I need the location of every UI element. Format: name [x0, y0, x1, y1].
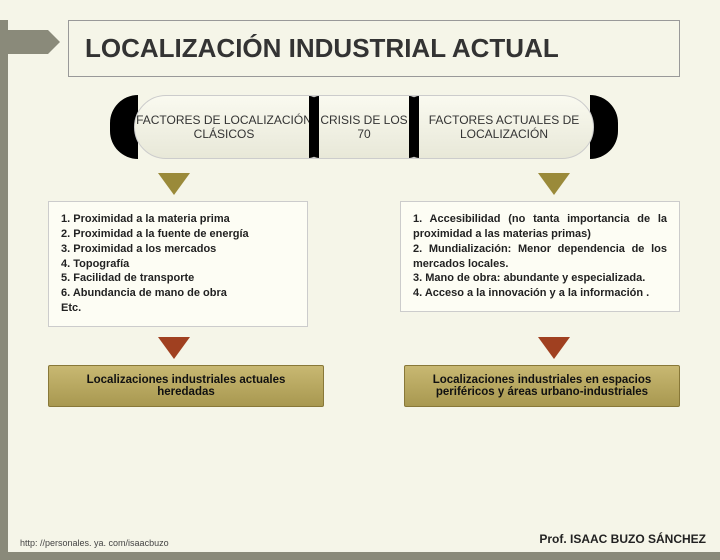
pill-cap-right	[590, 95, 618, 159]
result-box-inherited: Localizaciones industriales actuales her…	[48, 365, 324, 407]
classic-factors-list: 1. Proximidad a la materia prima 2. Prox…	[48, 201, 308, 327]
arrow-down-icon	[538, 173, 570, 195]
result-box-peripheral: Localizaciones industriales en espacios …	[404, 365, 680, 407]
arrow-down-icon	[158, 173, 190, 195]
arrow-row-2	[158, 337, 570, 359]
arrow-down-icon	[158, 337, 190, 359]
current-factors-list: 1. Accesibilidad (no tanta importancia d…	[400, 201, 680, 312]
arrow-row-1	[158, 173, 570, 195]
paper-tab-accent	[0, 30, 60, 54]
header-pill-current-factors: FACTORES ACTUALES DE LOCALIZACIÓN	[414, 95, 594, 159]
header-pills: FACTORES DE LOCALIZACIÓN CLÁSICOS CRISIS…	[58, 95, 670, 159]
footer-author: Prof. ISAAC BUZO SÁNCHEZ	[539, 532, 706, 546]
header-pill-crisis-70: CRISIS DE LOS 70	[314, 95, 414, 159]
arrow-down-icon	[538, 337, 570, 359]
header-pill-classic-factors: FACTORES DE LOCALIZACIÓN CLÁSICOS	[134, 95, 314, 159]
results-row: Localizaciones industriales actuales her…	[48, 365, 680, 407]
content-row: 1. Proximidad a la materia prima 2. Prox…	[48, 201, 680, 327]
page-title: LOCALIZACIÓN INDUSTRIAL ACTUAL	[68, 20, 680, 77]
